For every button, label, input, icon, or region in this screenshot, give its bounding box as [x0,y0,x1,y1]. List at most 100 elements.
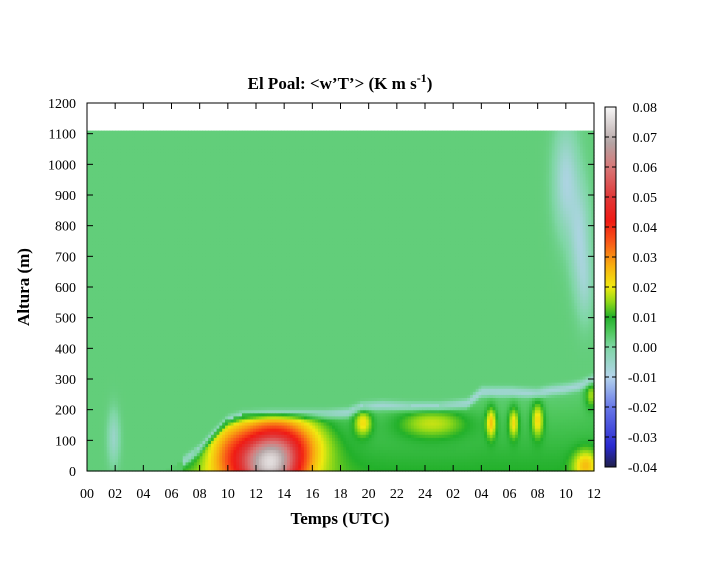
heatmap-cell [137,296,142,300]
heatmap-cell [98,345,102,349]
heatmap-cell [143,149,147,153]
heatmap-cell [140,406,144,411]
heatmap-cell [129,336,133,340]
heatmap-cell [132,418,136,423]
heatmap-cell [129,449,133,454]
heatmap-cell [106,348,111,352]
heatmap-cell [151,351,156,356]
heatmap-cell [132,299,136,303]
heatmap-cell [123,345,128,349]
heatmap-cell [140,253,144,257]
heatmap-cell [117,308,122,313]
heatmap-cell [120,290,125,294]
heatmap-cell [132,237,136,242]
heatmap-cell [151,155,156,159]
heatmap-cell [134,425,139,429]
heatmap-cell [143,173,147,178]
heatmap-cell [146,259,150,264]
heatmap-cell [87,375,91,380]
heatmap-cell [87,326,91,331]
heatmap-cell [92,314,97,319]
heatmap-cell [115,170,119,175]
heatmap-cell [101,449,105,454]
heatmap-cell [146,225,150,230]
heatmap-cell [146,385,150,389]
heatmap-cell [112,333,116,337]
heatmap-cell [106,464,111,469]
heatmap-cell [117,351,122,356]
heatmap-cell [101,293,105,297]
heatmap-cell [126,464,130,469]
heatmap-cell [129,443,133,448]
heatmap-cell [115,149,119,153]
heatmap-cell [126,259,130,264]
heatmap-cell [123,225,128,230]
heatmap-cell [120,458,125,463]
heatmap-cell [103,317,108,322]
heatmap-cell [126,274,130,279]
heatmap-cell [112,421,116,426]
heatmap-cell [103,204,108,208]
heatmap-cell [137,345,142,349]
heatmap-cell [137,311,142,316]
heatmap-cell [151,452,156,457]
heatmap-cell [87,443,91,448]
heatmap-cell [112,130,116,135]
heatmap-cell [117,305,122,310]
heatmap-cell [112,237,116,242]
heatmap-cell [143,231,147,236]
heatmap-cell [143,222,147,227]
heatmap-cell [109,158,113,162]
heatmap-cell [92,164,97,168]
heatmap-cell [123,323,128,328]
heatmap-cell [98,403,102,408]
heatmap-cell [148,348,153,352]
heatmap-cell [87,277,91,282]
heatmap-cell [151,287,156,291]
heatmap-cell [87,391,91,395]
heatmap-cell [126,452,130,457]
heatmap-cell [112,201,116,205]
heatmap-cell [109,397,113,402]
heatmap-cell [151,176,156,181]
heatmap-cell [101,262,105,267]
heatmap-cell [129,158,133,162]
heatmap-cell [126,418,130,423]
heatmap-cell [126,369,130,374]
heatmap-cell [101,161,105,165]
heatmap-cell [120,231,125,236]
heatmap-cell [134,210,139,214]
heatmap-cell [109,130,113,135]
heatmap-cell [115,161,119,165]
heatmap-cell [126,262,130,267]
heatmap-cell [87,253,91,257]
heatmap-cell [148,198,153,202]
heatmap-cell [117,412,122,417]
heatmap-cell [92,434,97,438]
heatmap-cell [146,443,150,448]
heatmap-cell [146,155,150,159]
heatmap-cell [101,179,105,184]
heatmap-cell [106,449,111,454]
heatmap-cell [123,382,128,386]
heatmap-cell [140,290,144,294]
heatmap-cell [134,296,139,300]
heatmap-cell [146,188,150,193]
heatmap-cell [109,302,113,306]
heatmap-cell [129,262,133,267]
heatmap-cell [126,329,130,334]
heatmap-cell [143,136,147,141]
heatmap-cell [143,130,147,135]
heatmap-cell [123,170,128,175]
heatmap-cell [146,280,150,285]
heatmap-cell [123,228,128,233]
heatmap-cell [106,234,111,239]
heatmap-cell [154,446,159,451]
heatmap-cell [123,219,128,224]
heatmap-cell [112,259,116,264]
heatmap-cell [132,467,136,472]
heatmap-cell [101,130,105,135]
heatmap-cell [117,155,122,159]
heatmap-cell [87,149,91,153]
heatmap-cell [112,464,116,469]
